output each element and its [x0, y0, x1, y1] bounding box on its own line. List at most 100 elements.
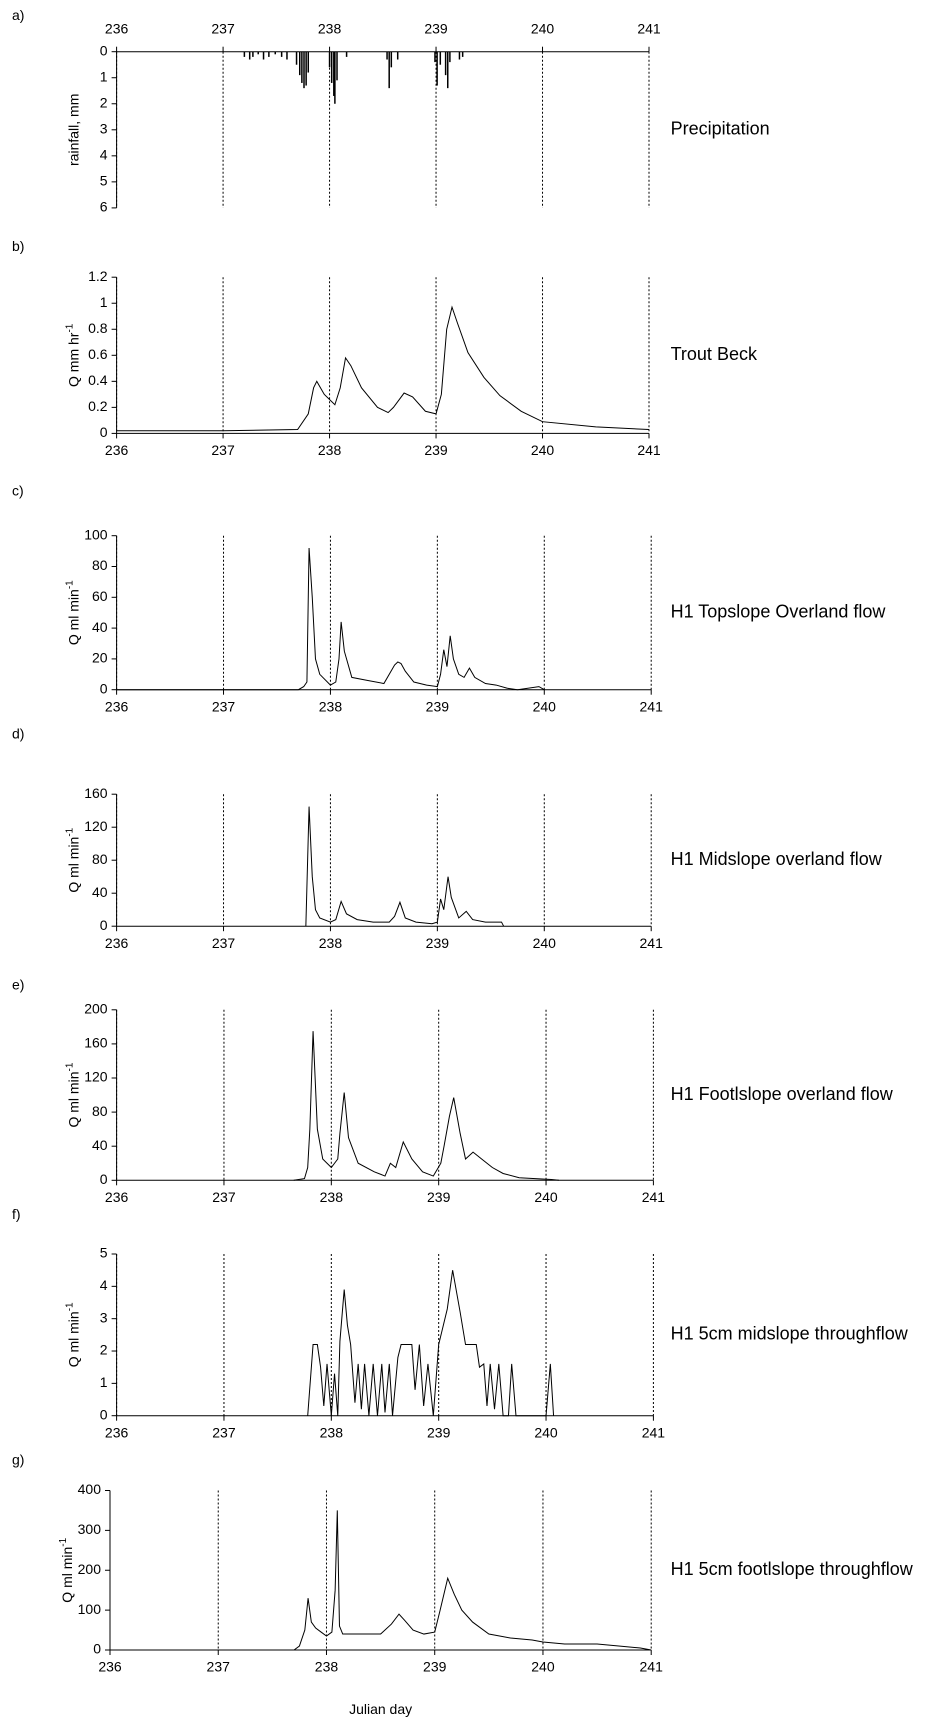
line [293, 1510, 652, 1651]
x-tick-label: 237 [211, 20, 235, 36]
bar [447, 51, 449, 89]
bar [301, 51, 303, 83]
bar [252, 51, 254, 57]
y-tick-label: 0 [100, 680, 108, 696]
bar [286, 51, 288, 60]
y-tick-label: 160 [84, 1035, 108, 1051]
y-tick-label: 0.6 [88, 346, 108, 362]
bar [328, 51, 331, 68]
y-tick-label: 0 [100, 917, 108, 933]
y-axis-label: Q ml min-1 [64, 1302, 81, 1367]
x-tick-label: 238 [319, 935, 343, 951]
x-tick-label: 241 [642, 1189, 666, 1205]
y-tick-label: 0 [100, 1171, 108, 1187]
x-tick-label: 237 [212, 1189, 236, 1205]
y-tick-label: 1 [100, 294, 108, 310]
x-tick-label: 240 [531, 20, 555, 36]
x-tick-label: 239 [426, 935, 450, 951]
chart-title: H1 Footlslope overland flow [671, 1084, 894, 1104]
x-tick-label: 239 [427, 1424, 451, 1440]
x-tick-label: 236 [105, 442, 129, 458]
y-axis-label: Q ml min-1 [64, 580, 81, 645]
chart-title: H1 5cm footlslope throughflow [671, 1559, 914, 1579]
y-tick-label: 0 [100, 1406, 108, 1422]
y-tick-label: 200 [78, 1561, 102, 1577]
line [307, 1270, 555, 1417]
x-tick-label: 241 [640, 698, 664, 714]
y-tick-label: 160 [84, 785, 108, 801]
x-tick-label: 238 [315, 1659, 339, 1675]
y-tick-label: 40 [92, 619, 108, 635]
bar [274, 51, 277, 55]
y-tick-label: 400 [78, 1481, 102, 1497]
x-tick-label: 237 [212, 935, 236, 951]
y-tick-label: 120 [84, 818, 108, 834]
bar [334, 51, 336, 104]
y-axis-label-superscript: -1 [64, 827, 75, 836]
x-tick-label: 240 [533, 698, 557, 714]
y-axis-label: rainfall, mm [65, 94, 81, 166]
x-tick-label: 238 [320, 1424, 344, 1440]
y-tick-label: 6 [100, 199, 108, 215]
x-tick-label: 236 [105, 1424, 129, 1440]
x-tick-label: 238 [319, 698, 343, 714]
y-axis-label-superscript: -1 [64, 1062, 75, 1071]
bar [439, 51, 442, 65]
x-tick-label: 241 [642, 1424, 666, 1440]
y-axis-label-superscript: -1 [64, 323, 75, 332]
x-tick-label: 236 [105, 20, 129, 36]
x-tick-label: 241 [640, 1659, 664, 1675]
x-tick-label: 239 [424, 442, 448, 458]
x-tick-label: 238 [318, 442, 342, 458]
bar [444, 51, 447, 76]
y-axis-label-text: Q ml min [65, 1072, 81, 1128]
panel-label: c) [12, 482, 24, 498]
x-tick-label: 241 [637, 442, 661, 458]
bar [248, 51, 251, 60]
x-tick-label: 236 [105, 1189, 129, 1205]
x-tick-label: 237 [212, 698, 236, 714]
y-tick-label: 20 [92, 650, 108, 666]
y-axis-label: Q ml min-1 [64, 827, 81, 892]
y-tick-label: 4 [100, 147, 108, 163]
bar [280, 51, 283, 57]
y-tick-label: 60 [92, 588, 108, 604]
y-axis-label-superscript: -1 [64, 580, 75, 589]
y-tick-label: 2 [100, 1342, 108, 1358]
y-tick-label: 40 [92, 884, 108, 900]
y-tick-label: 100 [78, 1601, 102, 1617]
y-axis-label-text: Q ml min [65, 1311, 81, 1367]
x-tick-label: 241 [637, 20, 661, 36]
x-tick-label: 236 [105, 698, 129, 714]
x-tick-label: 240 [531, 1659, 555, 1675]
y-tick-label: 2 [100, 94, 108, 110]
y-axis-label-text: Q mm hr [65, 332, 81, 387]
x-tick-label: 239 [427, 1189, 451, 1205]
x-tick-label: 240 [533, 935, 557, 951]
bar [396, 51, 399, 60]
x-tick-label: 240 [534, 1424, 558, 1440]
y-axis-label-superscript: -1 [64, 1302, 75, 1311]
panel-label: a) [12, 7, 24, 23]
bar [336, 51, 338, 81]
y-tick-label: 0.4 [88, 372, 108, 388]
bar [298, 51, 301, 76]
y-axis-label: Q mm hr-1 [64, 323, 81, 387]
x-tick-label: 237 [211, 442, 235, 458]
bar [390, 51, 393, 68]
y-tick-label: 1 [100, 68, 108, 84]
y-tick-label: 200 [84, 1001, 108, 1017]
y-axis-label: Q ml min-1 [58, 1537, 75, 1602]
panel-label: b) [12, 238, 24, 254]
bar [333, 51, 335, 96]
bar [386, 51, 388, 60]
chart-title: Trout Beck [671, 344, 758, 364]
line [116, 305, 650, 432]
y-tick-label: 0.2 [88, 398, 108, 414]
y-tick-label: 5 [100, 1245, 108, 1261]
y-tick-label: 3 [100, 121, 108, 137]
line [293, 1031, 559, 1181]
y-tick-label: 80 [92, 1103, 108, 1119]
x-axis-label: Julian day [349, 1701, 412, 1717]
